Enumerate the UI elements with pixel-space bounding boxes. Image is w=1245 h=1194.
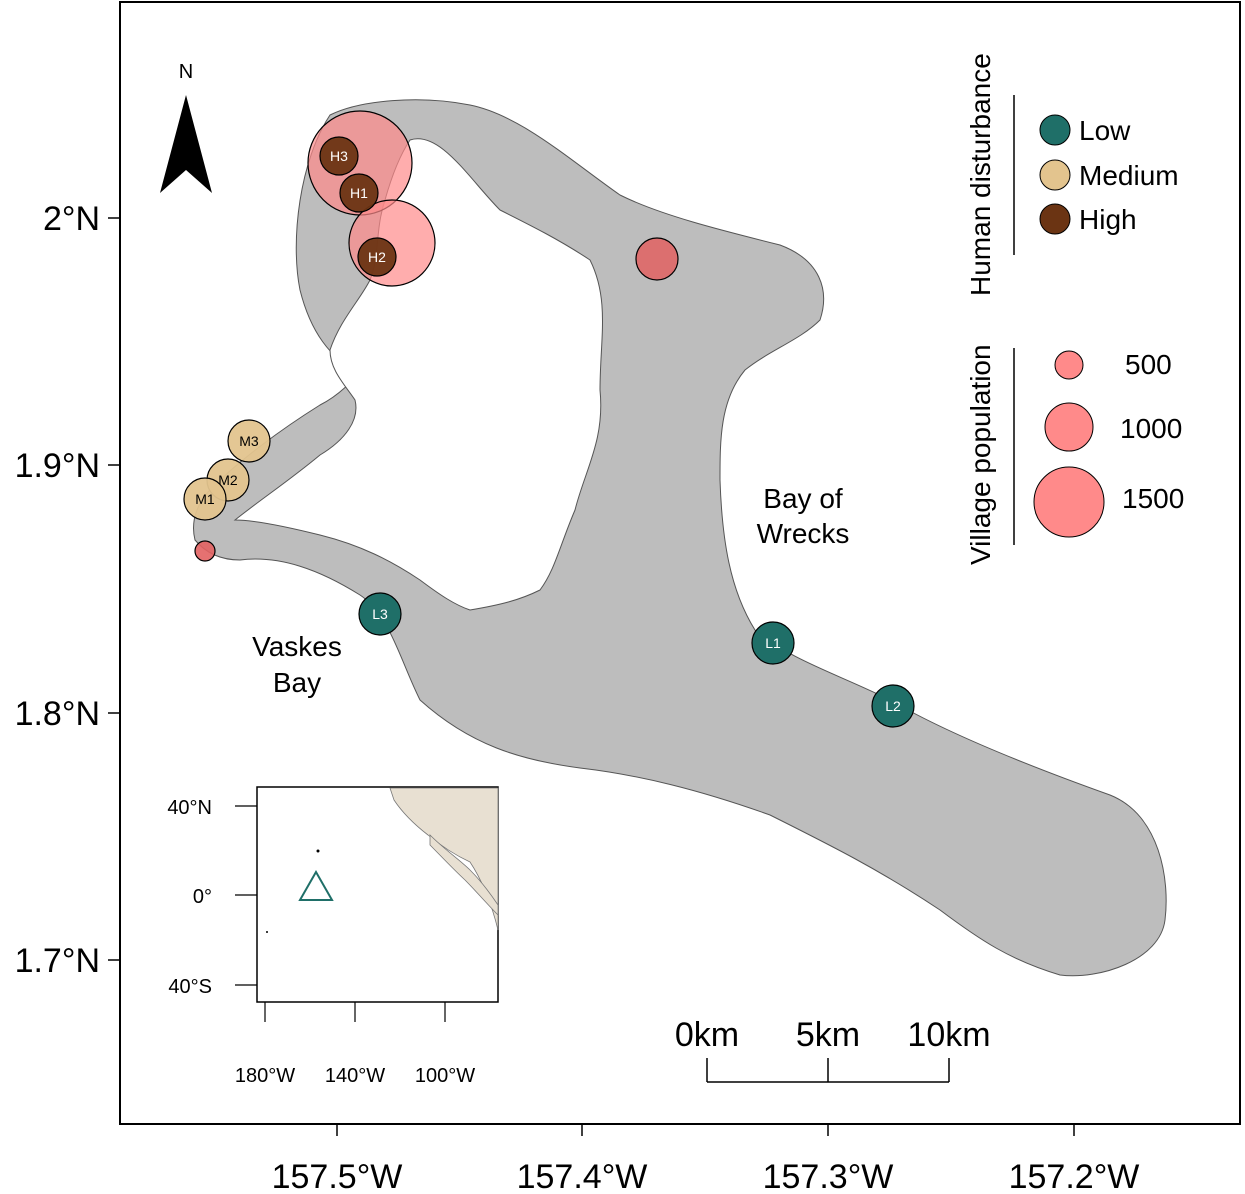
place-label-vaskes-bay: Vaskes xyxy=(252,631,342,662)
site-marker-M3: M3 xyxy=(227,419,271,463)
legend-label: 500 xyxy=(1125,349,1172,380)
x-tick-label: 157.4°W xyxy=(517,1158,648,1194)
x-tick-label: 157.3°W xyxy=(763,1158,894,1194)
site-marker-L3: L3 xyxy=(358,592,402,636)
legend-title: Human disturbance xyxy=(965,53,996,296)
inset-y-tick-label: 40°N xyxy=(167,797,212,819)
x-tick-label: 157.5°W xyxy=(272,1158,403,1194)
inset-y-tick-label: 40°S xyxy=(168,976,212,998)
legend-label: High xyxy=(1079,204,1137,235)
legend-village-population: Village population 500 1000 1500 xyxy=(965,344,1184,565)
site-label: M2 xyxy=(218,472,238,488)
inset-central-america xyxy=(429,834,499,916)
site-label: H3 xyxy=(330,148,348,164)
inset-x-tick-label: 100°W xyxy=(415,1065,475,1087)
site-marker-H1: H1 xyxy=(339,173,379,213)
legend-label: Low xyxy=(1079,115,1131,146)
site-marker-L2: L2 xyxy=(871,684,915,728)
inset-y-tick-label: 0° xyxy=(193,886,212,908)
legend-size-1000 xyxy=(1044,402,1094,452)
north-arrow-icon xyxy=(160,95,212,193)
place-label-bay-of-wrecks: Wrecks xyxy=(757,518,850,549)
site-marker-M1: M1 xyxy=(183,477,227,521)
legend-title: Village population xyxy=(965,344,996,565)
legend-swatch-low xyxy=(1039,114,1071,146)
site-marker-H3: H3 xyxy=(319,136,359,176)
x-axis-ticks xyxy=(336,1124,1075,1136)
inset-map: 40°N 0° 40°S 180°W 140°W 100°W xyxy=(167,786,499,1087)
legend-label: 1000 xyxy=(1120,413,1182,444)
north-label: N xyxy=(179,61,193,83)
inset-x-tick-label: 140°W xyxy=(325,1065,385,1087)
inset-island-dot xyxy=(266,931,268,933)
legend-swatch-high xyxy=(1039,203,1071,235)
site-label: H1 xyxy=(350,185,368,201)
legend-size-500 xyxy=(1054,350,1084,380)
site-label: M1 xyxy=(195,491,215,507)
place-label-vaskes-bay: Bay xyxy=(273,667,321,698)
legend-label: 1500 xyxy=(1122,483,1184,514)
village-population-circle xyxy=(348,199,436,287)
legend-human-disturbance: Human disturbance Low Medium High xyxy=(965,53,1179,296)
y-tick-label: 2°N xyxy=(43,200,100,238)
site-label: H2 xyxy=(368,249,386,265)
location-triangle-icon xyxy=(298,869,334,901)
place-label-bay-of-wrecks: Bay of xyxy=(763,483,843,514)
inset-x-tick-label: 180°W xyxy=(235,1065,295,1087)
y-tick-label: 1.9°N xyxy=(15,447,100,485)
legend-size-1500 xyxy=(1033,466,1105,538)
village-population-circle xyxy=(635,237,679,281)
legend-swatch-medium xyxy=(1039,159,1071,191)
site-label: L3 xyxy=(372,606,388,622)
site-label: M3 xyxy=(239,433,259,449)
scale-label: 0km xyxy=(675,1016,739,1054)
site-marker-H2: H2 xyxy=(357,237,397,277)
lagoon xyxy=(233,138,603,611)
y-tick-label: 1.7°N xyxy=(15,942,100,980)
site-label: L2 xyxy=(885,698,901,714)
scale-label: 10km xyxy=(907,1016,990,1054)
site-label: L1 xyxy=(765,635,781,651)
site-marker-L1: L1 xyxy=(751,621,795,665)
scale-label: 5km xyxy=(796,1016,860,1054)
y-tick-label: 1.8°N xyxy=(15,695,100,733)
legend-label: Medium xyxy=(1079,160,1179,191)
scale-bar: 0km 5km 10km xyxy=(675,1016,991,1083)
village-population-circle xyxy=(194,540,216,562)
inset-island-dot xyxy=(316,849,320,853)
y-axis-ticks xyxy=(108,217,120,961)
x-tick-label: 157.2°W xyxy=(1009,1158,1140,1194)
